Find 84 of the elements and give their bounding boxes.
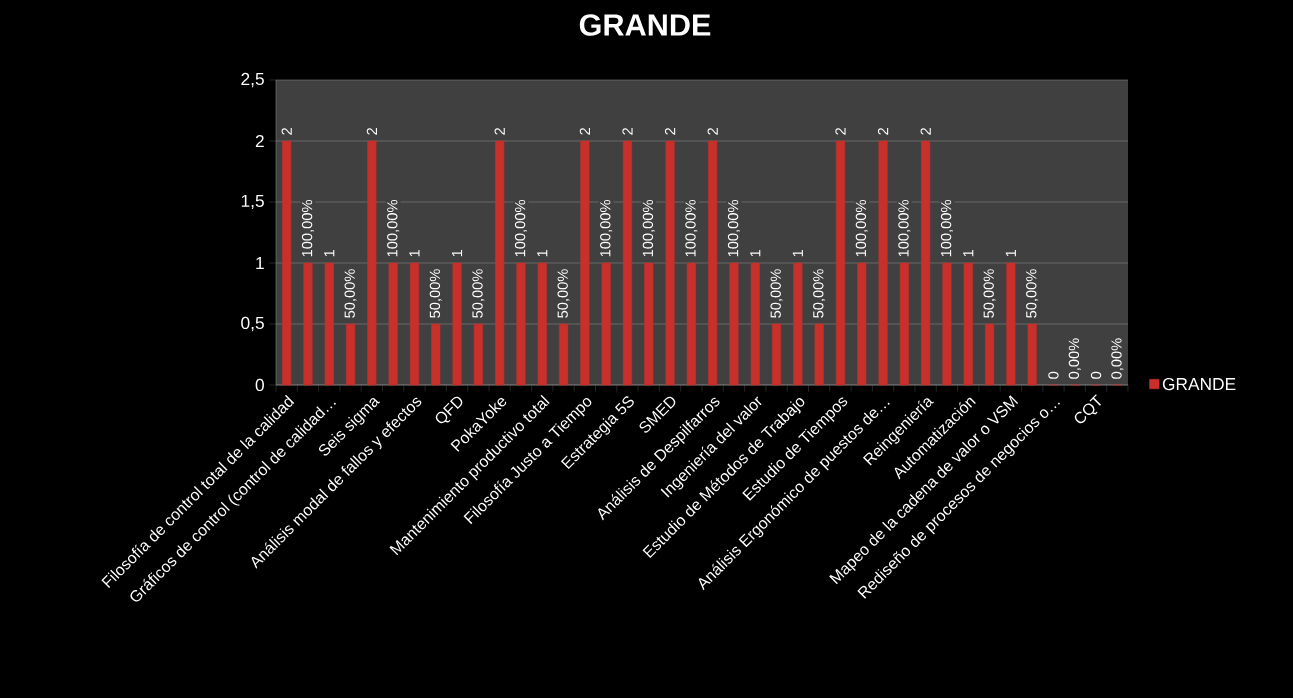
data-label: 100,00%: [600, 200, 613, 257]
data-label: 1: [537, 249, 548, 257]
data-label: 100,00%: [642, 200, 655, 257]
bar: [686, 262, 696, 386]
bar: [431, 323, 441, 386]
bar: [793, 262, 803, 386]
bar: [963, 262, 973, 386]
bar: [409, 262, 419, 386]
data-label: 100,00%: [898, 200, 911, 257]
legend-label: GRANDE: [1162, 377, 1236, 391]
bar: [899, 262, 909, 386]
data-label: 1: [409, 249, 420, 257]
data-label: 100,00%: [301, 200, 315, 257]
data-label: 1: [963, 249, 974, 257]
data-label: 2: [579, 127, 590, 135]
data-label: 0: [1090, 371, 1102, 379]
data-label: 2: [664, 127, 676, 135]
data-label: 0,00%: [1068, 338, 1081, 379]
data-label: 2: [920, 127, 931, 135]
bar: [495, 140, 505, 386]
y-tick-label: 1: [256, 257, 264, 269]
bar: [452, 262, 462, 386]
bar: [1027, 323, 1037, 386]
data-label: 50,00%: [472, 269, 485, 318]
y-tick-label: 2: [255, 134, 264, 148]
bar: [1006, 262, 1016, 386]
data-label: 100,00%: [685, 200, 698, 257]
bar: [857, 262, 867, 386]
y-tick-label: 0,5: [241, 316, 264, 332]
bar: [516, 262, 526, 386]
bar: [644, 262, 654, 386]
bar: [282, 140, 292, 386]
bar: [601, 262, 611, 386]
data-label: 100,00%: [387, 200, 400, 257]
data-label: 100,00%: [855, 200, 868, 257]
data-label: 2: [494, 127, 505, 135]
data-label: 0: [1048, 371, 1059, 379]
bar: [665, 140, 675, 386]
bar: [729, 262, 739, 386]
bar: [835, 140, 845, 386]
data-label: 2: [707, 127, 718, 135]
data-label: 50,00%: [1026, 269, 1039, 318]
bar: [622, 140, 632, 386]
data-label: 50,00%: [813, 269, 826, 318]
data-label: 50,00%: [429, 269, 442, 318]
data-label: 1: [792, 249, 803, 257]
y-tick-label: 1,5: [241, 194, 264, 210]
data-label: 2: [877, 127, 889, 135]
data-label: 100,00%: [940, 200, 954, 257]
data-label: 50,00%: [344, 269, 357, 318]
data-label: 2: [366, 127, 377, 135]
data-label: 100,00%: [514, 200, 528, 257]
chart-title: GRANDE: [579, 14, 711, 36]
data-label: 2: [622, 127, 633, 135]
data-label: 1: [324, 249, 335, 257]
bar: [750, 262, 760, 386]
y-tick-label: 0: [255, 378, 264, 392]
bar: [580, 140, 590, 386]
data-label: 100,00%: [727, 200, 741, 257]
bar: [537, 262, 547, 386]
bar: [878, 140, 888, 386]
bar: [388, 262, 398, 386]
data-label: 1: [1005, 249, 1016, 257]
data-label: 1: [452, 249, 463, 257]
bar: [942, 262, 952, 386]
bar: [303, 262, 313, 386]
bar: [346, 323, 356, 386]
data-label: 1: [750, 249, 761, 257]
data-label: 50,00%: [770, 269, 783, 318]
bar: [559, 323, 569, 386]
bar: [921, 140, 931, 386]
data-label: 0,00%: [1111, 338, 1124, 379]
data-label: 50,00%: [557, 269, 570, 318]
data-label: 50,00%: [983, 269, 996, 318]
bar: [324, 262, 334, 386]
bar: [473, 323, 483, 386]
y-tick-label: 2,5: [241, 72, 264, 88]
bar: [708, 140, 718, 386]
data-label: 2: [281, 127, 292, 135]
bar: [367, 140, 377, 386]
bar: [772, 323, 782, 386]
bar: [985, 323, 995, 386]
data-label: 2: [835, 127, 846, 135]
bar: [814, 323, 824, 386]
